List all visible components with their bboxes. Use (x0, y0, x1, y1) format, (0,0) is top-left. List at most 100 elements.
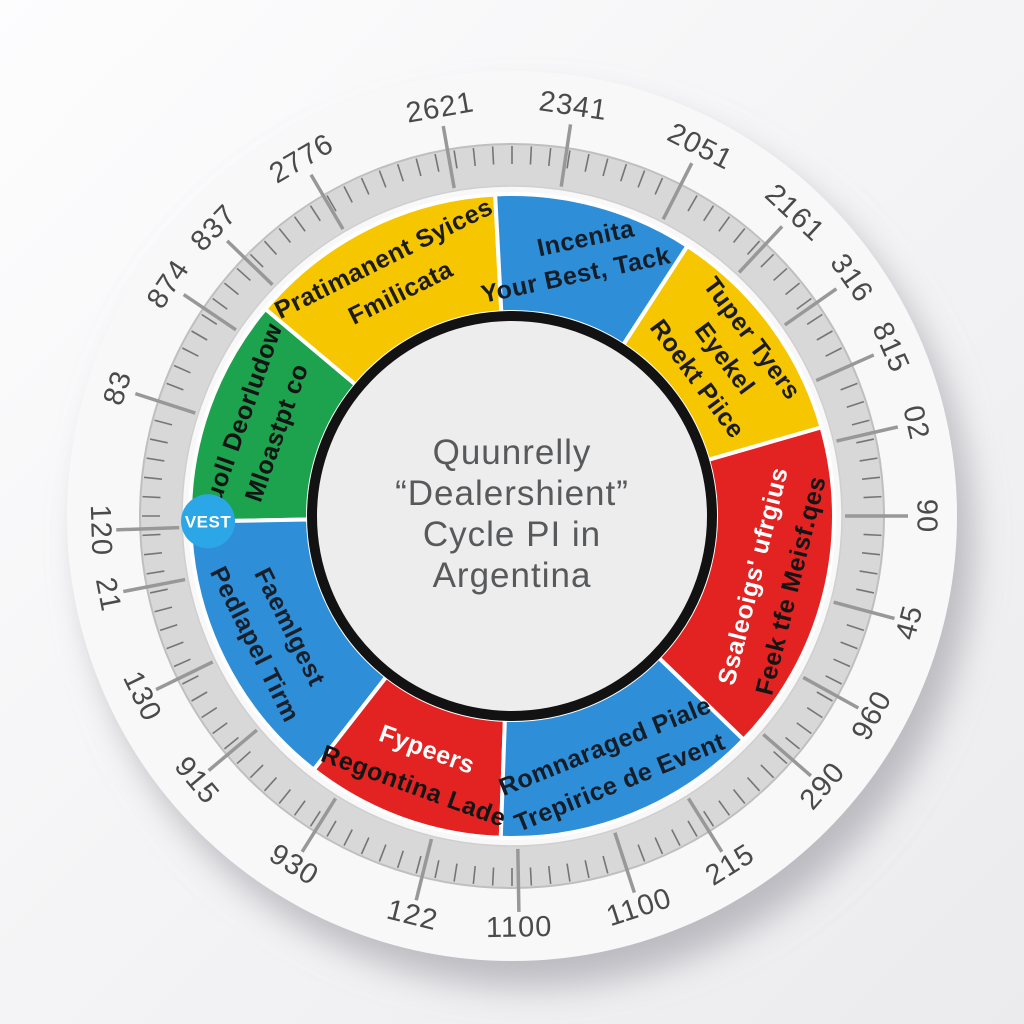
minor-tick (773, 267, 788, 282)
minor-tick (796, 722, 812, 735)
major-tick (441, 125, 456, 189)
minor-tick (453, 863, 458, 882)
minor-tick (181, 675, 199, 685)
minor-tick (378, 170, 387, 188)
major-tick (661, 162, 694, 221)
minor-tick (236, 750, 251, 765)
minor-tick (173, 364, 191, 374)
minor-tick (773, 750, 788, 765)
minor-tick (856, 438, 875, 444)
scale-label: 1100 (486, 911, 553, 944)
major-tick (207, 728, 259, 772)
minor-tick (201, 707, 218, 719)
minor-tick (602, 855, 609, 874)
minor-tick (396, 163, 404, 182)
minor-tick (191, 691, 208, 702)
center-title-line: Quunrelly (433, 433, 592, 472)
minor-tick (434, 860, 440, 879)
minor-tick (671, 829, 681, 847)
minor-tick (859, 457, 878, 462)
minor-tick (687, 195, 698, 212)
minor-tick (806, 707, 823, 719)
minor-tick (434, 153, 440, 172)
minor-tick (861, 551, 881, 556)
minor-tick (154, 606, 173, 613)
major-tick (309, 173, 345, 230)
minor-tick (472, 865, 477, 885)
minor-tick (191, 330, 208, 341)
minor-tick (806, 313, 823, 325)
major-tick (762, 733, 813, 778)
minor-tick (326, 195, 337, 212)
scale-label: 120 (84, 504, 118, 556)
minor-tick (703, 810, 715, 827)
major-tick (833, 600, 895, 621)
minor-tick (491, 146, 495, 165)
major-tick (116, 525, 180, 532)
minor-tick (825, 675, 843, 685)
minor-tick (785, 282, 801, 296)
minor-tick (343, 185, 353, 203)
minor-tick (173, 658, 191, 668)
minor-tick (326, 820, 337, 837)
minor-tick (472, 147, 477, 167)
minor-tick (620, 163, 628, 182)
minor-tick (142, 533, 161, 537)
minor-tick (584, 860, 590, 879)
major-tick (783, 287, 838, 327)
minor-tick (816, 330, 833, 341)
minor-tick (396, 850, 404, 869)
minor-tick (846, 400, 865, 408)
minor-ticks (142, 146, 882, 886)
minor-tick (703, 205, 715, 222)
major-tick (182, 293, 237, 332)
major-tick (300, 797, 338, 853)
minor-tick (861, 476, 881, 481)
minor-tick (566, 863, 571, 882)
minor-tick (846, 624, 865, 632)
minor-tick (718, 216, 731, 232)
major-tick (613, 832, 637, 894)
minor-tick (146, 570, 165, 575)
major-tick (802, 675, 860, 710)
scale-label: 02 (896, 403, 935, 444)
minor-tick (236, 267, 251, 282)
minor-tick (840, 641, 858, 650)
minor-tick (833, 658, 851, 668)
minor-tick (654, 837, 664, 855)
minor-tick (637, 844, 646, 862)
minor-tick (637, 170, 646, 188)
major-tick (122, 577, 186, 594)
major-tick (686, 797, 724, 853)
minor-tick (309, 205, 321, 222)
minor-tick (293, 216, 306, 232)
minor-tick (732, 789, 746, 805)
minor-tick (293, 800, 306, 816)
minor-tick (142, 495, 161, 499)
minor-tick (166, 641, 184, 650)
minor-tick (785, 736, 801, 750)
minor-tick (149, 588, 168, 594)
minor-tick (863, 495, 882, 499)
minor-tick (263, 777, 278, 792)
major-tick (414, 838, 434, 901)
minor-tick (154, 419, 173, 426)
center-circle (307, 311, 717, 721)
minor-tick (529, 146, 533, 165)
minor-tick (143, 476, 163, 481)
minor-tick (718, 800, 731, 816)
scale-label: 90 (910, 499, 942, 533)
minor-tick (746, 240, 761, 255)
major-ticks (116, 124, 908, 912)
center-title-line: Argentina (433, 556, 592, 595)
minor-tick (201, 313, 218, 325)
minor-tick (760, 253, 775, 268)
minor-tick (491, 867, 495, 886)
minor-tick (584, 153, 590, 172)
minor-tick (840, 382, 858, 391)
center-title-line: Cycle PI in (423, 515, 601, 554)
minor-tick (687, 820, 698, 837)
vest-badge-label: VEST (185, 512, 232, 531)
